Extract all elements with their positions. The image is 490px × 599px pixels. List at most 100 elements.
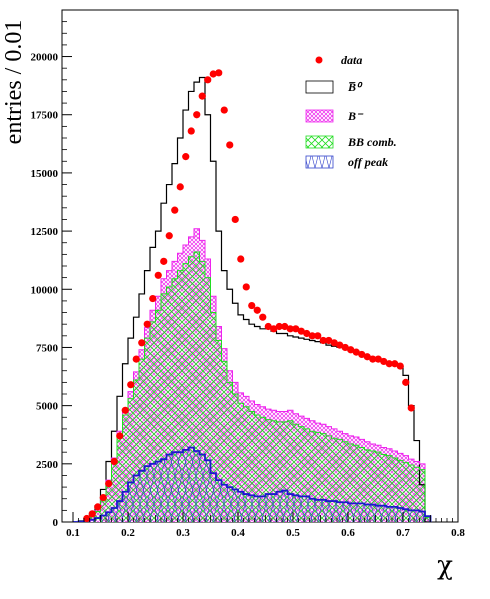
legend-offpeak-label: off peak bbox=[348, 155, 388, 169]
data-point bbox=[281, 322, 289, 331]
data-point bbox=[391, 360, 399, 368]
x-tick-label: 0.8 bbox=[451, 527, 465, 539]
data-point bbox=[380, 357, 388, 366]
x-tick-label: 0.6 bbox=[341, 527, 355, 539]
data-point bbox=[363, 353, 371, 361]
histogram-layers bbox=[73, 76, 432, 522]
legend-b0bar-swatch bbox=[305, 80, 334, 94]
data-point bbox=[99, 493, 107, 502]
data-point bbox=[154, 271, 162, 279]
data-point bbox=[253, 306, 261, 314]
data-point bbox=[143, 320, 151, 328]
data-point bbox=[237, 255, 245, 263]
data-point bbox=[176, 183, 184, 191]
legend-offpeak: off peak bbox=[305, 155, 388, 169]
legend-data-marker bbox=[315, 56, 323, 64]
data-point bbox=[127, 381, 135, 389]
x-tick-label: 0.4 bbox=[231, 527, 245, 539]
data-point bbox=[193, 111, 201, 119]
data-point bbox=[83, 514, 91, 523]
data-point bbox=[198, 92, 206, 100]
hist-fill-offpeak bbox=[73, 447, 431, 522]
legend-bbcomb-label: BB comb. bbox=[347, 135, 397, 149]
data-point bbox=[182, 153, 190, 161]
data-point bbox=[275, 322, 283, 331]
data-point bbox=[242, 283, 250, 291]
data-point bbox=[336, 341, 344, 349]
data-point bbox=[160, 257, 168, 265]
y-tick-label: 15000 bbox=[31, 168, 59, 180]
data-point bbox=[303, 329, 311, 338]
data-point bbox=[110, 457, 118, 466]
data-point bbox=[270, 325, 278, 333]
data-point bbox=[220, 106, 228, 114]
hist-fill-bbcomb bbox=[73, 252, 431, 522]
hist-line-bbcomb bbox=[73, 251, 431, 522]
legend-bminus: B⁻ bbox=[305, 109, 364, 123]
data-point bbox=[341, 343, 349, 352]
data-point bbox=[259, 313, 267, 321]
y-tick-label: 10000 bbox=[31, 284, 59, 296]
data-point bbox=[132, 355, 140, 363]
x-tick-label: 0.7 bbox=[396, 527, 410, 539]
data-point bbox=[138, 339, 146, 347]
data-point bbox=[226, 141, 234, 149]
data-points bbox=[83, 69, 415, 523]
data-point bbox=[352, 348, 360, 356]
y-tick-label: 17500 bbox=[31, 110, 59, 122]
data-point bbox=[171, 206, 179, 214]
x-tick-label: 0.3 bbox=[176, 527, 190, 539]
data-point bbox=[319, 336, 327, 345]
legend-data-label: data bbox=[341, 53, 362, 67]
x-axis-label: χ bbox=[437, 551, 453, 581]
data-point bbox=[369, 355, 377, 363]
data-point bbox=[286, 325, 294, 333]
data-point bbox=[358, 350, 366, 359]
data-point bbox=[209, 70, 217, 78]
hist-line-offpeak bbox=[73, 446, 432, 522]
legend-b0bar-label: B̅⁰ bbox=[347, 80, 363, 94]
data-point bbox=[308, 332, 316, 340]
data-point bbox=[325, 336, 333, 345]
data-point bbox=[204, 76, 212, 84]
legend-bbcomb-swatch bbox=[305, 135, 334, 149]
data-point bbox=[407, 404, 415, 412]
data-point bbox=[347, 346, 355, 354]
data-point bbox=[105, 480, 113, 488]
legend-bminus-label: B⁻ bbox=[347, 109, 364, 123]
x-tick-label: 0.2 bbox=[121, 527, 135, 539]
x-tick-label: 0.1 bbox=[66, 527, 80, 539]
data-point bbox=[330, 339, 338, 347]
legend-bbcomb: BB comb. bbox=[305, 135, 397, 149]
data-point bbox=[314, 332, 322, 340]
y-tick-label: 0 bbox=[53, 517, 59, 529]
data-point bbox=[121, 406, 129, 414]
y-tick-label: 5000 bbox=[36, 401, 59, 413]
data-point bbox=[248, 301, 256, 310]
data-point bbox=[231, 215, 239, 224]
y-axis-label: entries / 0.01 bbox=[1, 20, 27, 145]
legend-offpeak-swatch bbox=[305, 155, 334, 169]
data-point bbox=[396, 362, 404, 370]
data-point bbox=[165, 232, 173, 240]
y-tick-label: 12500 bbox=[31, 226, 59, 238]
data-point bbox=[116, 432, 124, 440]
y-tick-label: 2500 bbox=[36, 459, 59, 471]
legend-bminus-swatch bbox=[305, 109, 334, 123]
x-axis: 0.1 0.2 0.3 0.4 0.5 0.6 0.7 0.8 bbox=[66, 512, 465, 539]
data-point bbox=[215, 69, 223, 77]
data-point bbox=[402, 378, 410, 386]
y-axis: 0 2500 5000 7500 10000 12500 15000 17500 20000 bbox=[31, 21, 72, 529]
data-point bbox=[292, 325, 300, 333]
data-point bbox=[374, 355, 382, 363]
data-point bbox=[385, 360, 393, 368]
x-tick-label: 0.5 bbox=[286, 527, 300, 539]
y-tick-label: 7500 bbox=[36, 342, 59, 354]
data-point bbox=[88, 510, 96, 518]
legend-b0bar: B̅⁰ bbox=[305, 80, 363, 94]
legend-data: data bbox=[315, 53, 362, 67]
data-point bbox=[94, 503, 102, 511]
data-point bbox=[149, 294, 157, 303]
data-point bbox=[187, 127, 195, 135]
